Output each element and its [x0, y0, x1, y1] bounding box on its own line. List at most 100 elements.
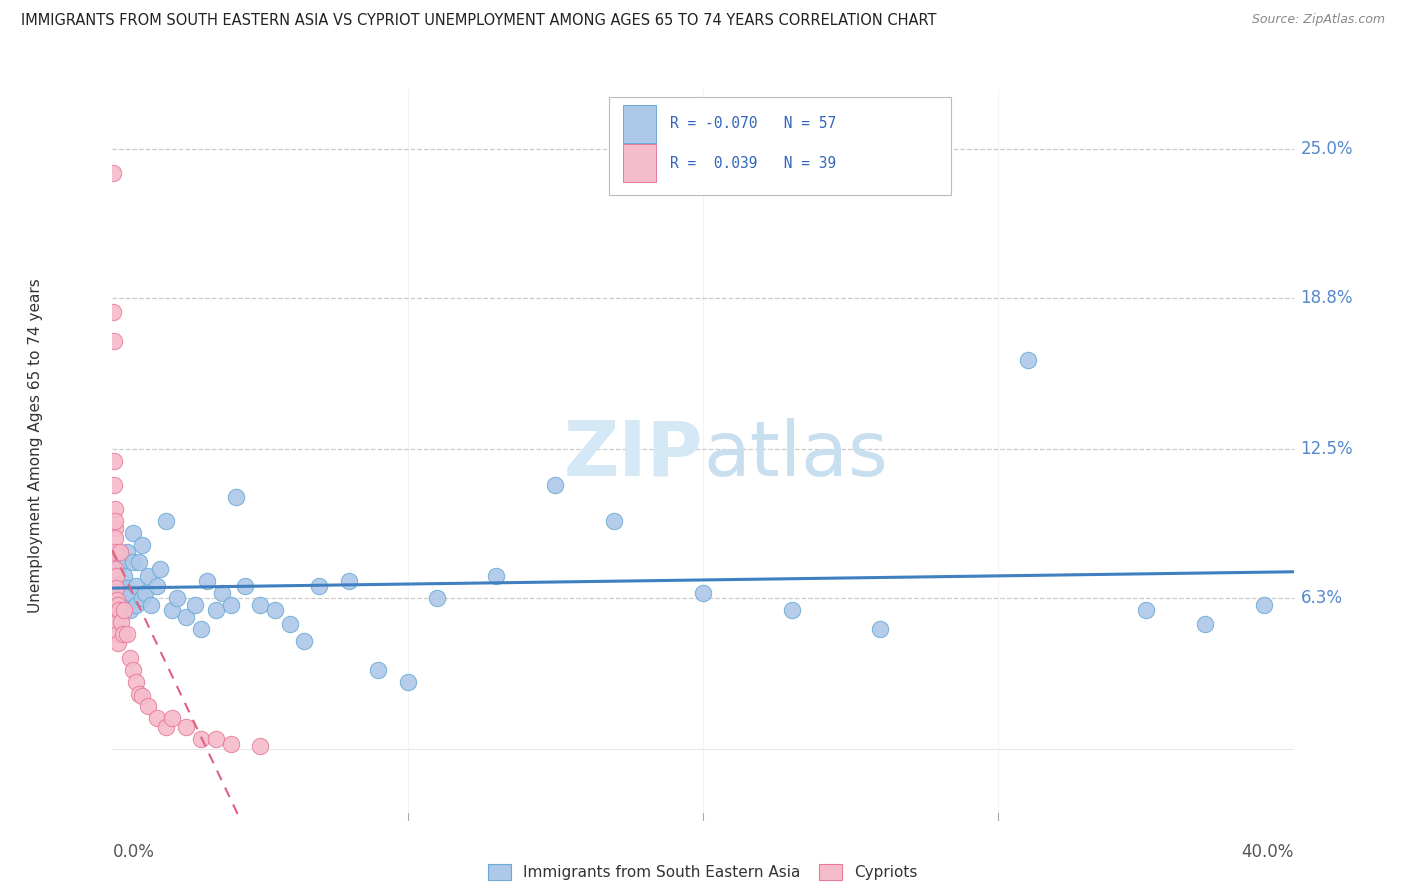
Text: Unemployment Among Ages 65 to 74 years: Unemployment Among Ages 65 to 74 years [28, 278, 42, 614]
Text: 6.3%: 6.3% [1301, 589, 1343, 607]
Point [131, 538, 153, 552]
Point [108, 602, 131, 616]
Text: 12.5%: 12.5% [1301, 440, 1353, 458]
Point [110, 574, 132, 588]
Point [117, 626, 138, 640]
Point [225, 490, 247, 504]
Point [103, 478, 125, 492]
Point [105, 569, 128, 583]
Point [160, 602, 183, 616]
Point [426, 591, 449, 605]
FancyBboxPatch shape [609, 96, 950, 195]
Point [396, 674, 419, 689]
Point [139, 598, 162, 612]
Point [104, 579, 127, 593]
FancyBboxPatch shape [623, 104, 655, 143]
Point [292, 633, 315, 648]
Point [485, 569, 508, 583]
Point [104, 531, 127, 545]
Point [1135, 602, 1157, 616]
Point [174, 609, 197, 624]
Point [107, 636, 129, 650]
Text: Source: ZipAtlas.com: Source: ZipAtlas.com [1251, 13, 1385, 27]
Point [104, 545, 127, 559]
Point [1017, 353, 1039, 368]
Point [155, 514, 177, 528]
Point [117, 591, 138, 605]
Point [120, 602, 142, 616]
Point [249, 598, 271, 612]
Point [1253, 598, 1275, 612]
Point [205, 732, 228, 747]
Point [155, 720, 177, 734]
Point [205, 602, 228, 616]
Point [117, 545, 138, 559]
Point [136, 698, 159, 713]
Point [110, 555, 132, 569]
Point [104, 569, 127, 583]
Point [367, 663, 389, 677]
Point [110, 615, 132, 629]
Point [104, 562, 127, 576]
Point [174, 720, 197, 734]
Point [112, 602, 135, 616]
Point [101, 166, 124, 180]
Point [103, 454, 125, 468]
Point [869, 622, 891, 636]
Point [264, 602, 287, 616]
Point [120, 650, 142, 665]
Point [249, 739, 271, 754]
Point [219, 598, 242, 612]
Point [105, 615, 128, 629]
Point [103, 501, 125, 516]
Point [278, 617, 301, 632]
Point [136, 569, 159, 583]
Point [107, 586, 129, 600]
Point [337, 574, 360, 588]
Text: 18.8%: 18.8% [1301, 289, 1353, 307]
Point [125, 674, 148, 689]
Point [308, 579, 330, 593]
Point [160, 710, 183, 724]
Point [1194, 617, 1216, 632]
Point [166, 591, 188, 605]
Point [149, 562, 172, 576]
Text: atlas: atlas [703, 418, 887, 491]
FancyBboxPatch shape [623, 144, 655, 182]
Point [110, 598, 132, 612]
Point [233, 579, 256, 593]
Point [103, 521, 125, 535]
Point [120, 586, 142, 600]
Point [131, 591, 153, 605]
Point [692, 586, 714, 600]
Point [122, 555, 145, 569]
Point [111, 626, 134, 640]
Point [780, 602, 803, 616]
Point [107, 626, 129, 640]
Point [112, 602, 135, 616]
Point [117, 581, 138, 595]
Text: IMMIGRANTS FROM SOUTH EASTERN ASIA VS CYPRIOT UNEMPLOYMENT AMONG AGES 65 TO 74 Y: IMMIGRANTS FROM SOUTH EASTERN ASIA VS CY… [21, 13, 936, 29]
Point [195, 574, 218, 588]
Point [211, 586, 233, 600]
Point [134, 586, 156, 600]
Text: 40.0%: 40.0% [1241, 843, 1294, 861]
Text: R =  0.039   N = 39: R = 0.039 N = 39 [669, 155, 837, 170]
Legend: Immigrants from South Eastern Asia, Cypriots: Immigrants from South Eastern Asia, Cypr… [482, 858, 924, 886]
Text: R = -0.070   N = 57: R = -0.070 N = 57 [669, 116, 837, 131]
Point [122, 525, 145, 540]
Point [146, 579, 169, 593]
Point [603, 514, 626, 528]
Text: 25.0%: 25.0% [1301, 140, 1353, 158]
Point [104, 514, 127, 528]
Point [103, 334, 125, 348]
Point [105, 593, 128, 607]
Point [105, 581, 128, 595]
Text: ZIP: ZIP [564, 418, 703, 491]
Point [184, 598, 207, 612]
Point [146, 710, 169, 724]
Point [112, 569, 135, 583]
Point [131, 689, 153, 703]
Point [105, 602, 128, 616]
Point [544, 478, 567, 492]
